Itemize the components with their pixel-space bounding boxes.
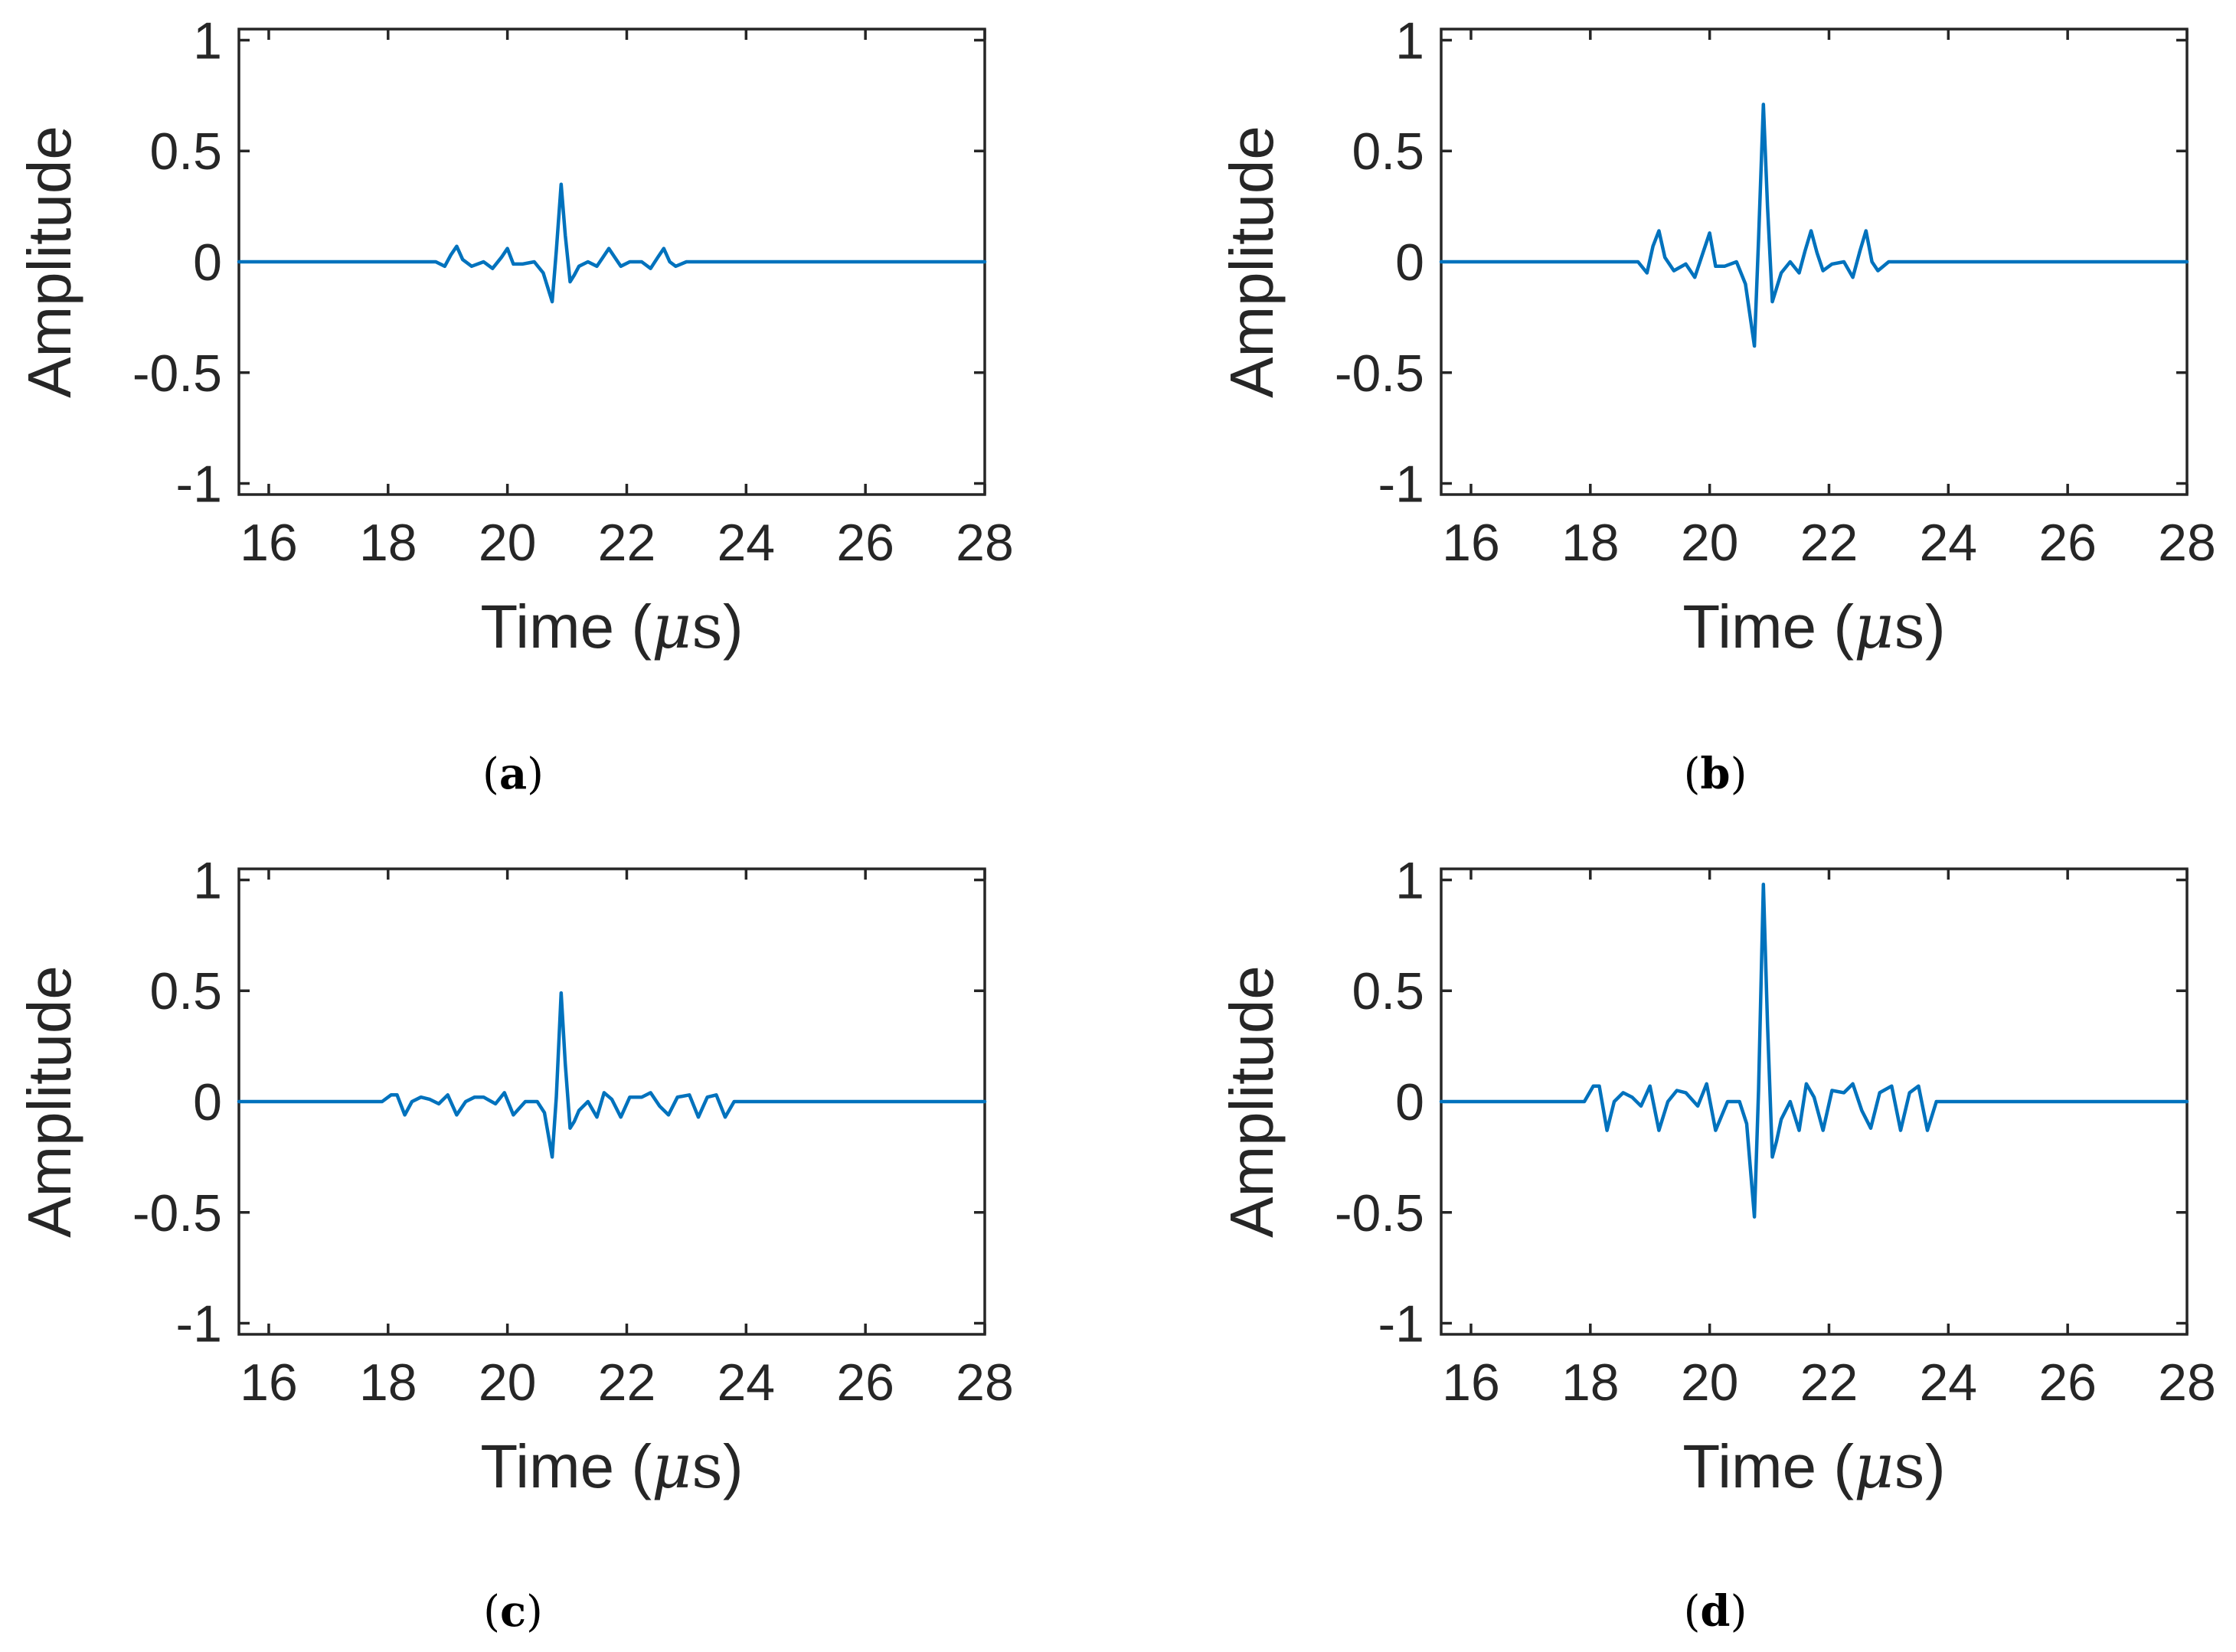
x-tick-label: 26 bbox=[2038, 514, 2097, 572]
y-tick-label: 1 bbox=[1395, 11, 1424, 70]
y-tick-label: -0.5 bbox=[132, 1184, 222, 1242]
x-tick-label: 20 bbox=[479, 514, 537, 572]
caption-close: ) bbox=[1731, 1587, 1747, 1637]
caption-open: ( bbox=[1684, 749, 1701, 799]
y-axis-label: Amplitude bbox=[15, 126, 83, 398]
x-tick-label: 24 bbox=[717, 1353, 775, 1412]
y-tick-label: 1 bbox=[1395, 851, 1424, 909]
x-tick-label: 20 bbox=[1681, 514, 1739, 572]
x-axis-label: Time (μs) bbox=[480, 591, 743, 662]
panel-caption: (b) bbox=[1684, 749, 1747, 799]
x-axis-unit-s: s bbox=[1894, 591, 1925, 662]
x-tick-label: 22 bbox=[1800, 514, 1858, 572]
y-tick-label: -1 bbox=[1378, 1295, 1424, 1353]
series-line-signal bbox=[237, 991, 987, 1159]
x-tick-label: 22 bbox=[1800, 1353, 1858, 1412]
y-axis-label: Amplitude bbox=[15, 965, 83, 1238]
x-axis-label: Time (μs) bbox=[480, 1431, 743, 1502]
x-tick-label: 16 bbox=[1442, 1353, 1500, 1412]
y-tick-label: -0.5 bbox=[1335, 344, 1424, 403]
x-axis-unit-mu: μ bbox=[652, 1431, 691, 1502]
caption-close: ) bbox=[526, 1587, 543, 1637]
y-tick-label: -1 bbox=[176, 455, 222, 514]
caption-letter: d bbox=[1700, 1586, 1730, 1637]
x-tick-label: 24 bbox=[1919, 514, 1977, 572]
y-tick-label: -1 bbox=[1378, 455, 1424, 514]
chart-panel-d: 16 18 20 22 24 26 28 1 0.5 0 -0.5 -1 Time (μs) Amplit… bbox=[1218, 851, 2216, 1637]
x-axis-unit-mu: μ bbox=[1854, 591, 1894, 662]
series-line-signal bbox=[237, 182, 987, 304]
x-tick-label: 22 bbox=[598, 1353, 656, 1412]
x-tick-label: 18 bbox=[1561, 1353, 1620, 1412]
x-tick-label: 24 bbox=[717, 514, 775, 572]
caption-open: ( bbox=[483, 1587, 500, 1637]
x-tick-label: 28 bbox=[2158, 1353, 2216, 1412]
caption-letter: c bbox=[500, 1586, 526, 1637]
x-axis-unit-mu: μ bbox=[652, 591, 691, 662]
y-tick-label: -1 bbox=[176, 1295, 222, 1353]
x-axis-label-close: ) bbox=[723, 593, 744, 661]
x-axis-label: Time (μs) bbox=[1682, 1431, 1945, 1502]
x-tick-label: 16 bbox=[240, 1353, 298, 1412]
x-tick-label: 18 bbox=[1561, 514, 1620, 572]
x-axis-label-close: ) bbox=[1925, 593, 1946, 661]
y-tick-label: 1 bbox=[193, 851, 222, 909]
y-tick-label: -0.5 bbox=[1335, 1184, 1424, 1242]
caption-letter: a bbox=[499, 749, 527, 799]
x-tick-label: 18 bbox=[359, 514, 417, 572]
x-tick-label: 16 bbox=[240, 514, 298, 572]
x-axis-unit-mu: μ bbox=[1854, 1431, 1894, 1502]
chart-panel-c: 16 18 20 22 24 26 28 1 0.5 0 -0.5 -1 Time (μs) Amplit… bbox=[15, 851, 1014, 1637]
chart-panel-a: 16 18 20 22 24 26 28 1 0.5 0 -0.5 -1 Time (μs) Amplit… bbox=[15, 11, 1014, 799]
x-tick-label: 28 bbox=[2158, 514, 2216, 572]
x-tick-label: 20 bbox=[1681, 1353, 1739, 1412]
caption-open: ( bbox=[1684, 1587, 1701, 1637]
x-axis-label-close: ) bbox=[723, 1432, 744, 1500]
x-tick-label: 26 bbox=[836, 514, 894, 572]
caption-close: ) bbox=[1731, 749, 1747, 799]
chart-panel-b: 16 18 20 22 24 26 28 1 0.5 0 -0.5 -1 Time (μs) Amplit… bbox=[1218, 11, 2216, 799]
y-tick-label: 0 bbox=[193, 1073, 222, 1131]
panel-caption: (c) bbox=[483, 1586, 543, 1637]
x-axis-label-text: Time ( bbox=[480, 1432, 652, 1500]
x-axis-label: Time (μs) bbox=[1682, 591, 1945, 662]
x-tick-label: 16 bbox=[1442, 514, 1500, 572]
series-line-signal bbox=[1439, 883, 2189, 1219]
x-axis-label-close: ) bbox=[1925, 1432, 1946, 1500]
x-axis-label-text: Time ( bbox=[1682, 1432, 1854, 1500]
x-tick-label: 26 bbox=[836, 1353, 894, 1412]
caption-letter: b bbox=[1700, 749, 1730, 799]
y-axis-label: Amplitude bbox=[1218, 965, 1286, 1238]
y-tick-label: 0 bbox=[193, 233, 222, 292]
y-tick-label: 0.5 bbox=[1352, 122, 1424, 181]
series-line-signal bbox=[1439, 103, 2189, 348]
y-tick-label: 1 bbox=[193, 11, 222, 70]
y-tick-label: 0 bbox=[1395, 233, 1424, 292]
x-tick-label: 24 bbox=[1919, 1353, 1977, 1412]
x-tick-label: 28 bbox=[956, 514, 1014, 572]
x-axis-unit-s: s bbox=[1894, 1431, 1925, 1502]
x-tick-label: 20 bbox=[479, 1353, 537, 1412]
y-tick-label: 0.5 bbox=[149, 962, 222, 1020]
x-tick-label: 22 bbox=[598, 514, 656, 572]
y-tick-label: -0.5 bbox=[132, 344, 222, 403]
x-axis-label-text: Time ( bbox=[1682, 593, 1854, 661]
x-axis-label-text: Time ( bbox=[480, 593, 652, 661]
caption-close: ) bbox=[527, 749, 544, 799]
y-tick-label: 0.5 bbox=[1352, 962, 1424, 1020]
y-tick-label: 0.5 bbox=[149, 122, 222, 181]
y-axis-label: Amplitude bbox=[1218, 126, 1286, 398]
x-tick-label: 28 bbox=[956, 1353, 1014, 1412]
x-tick-label: 26 bbox=[2038, 1353, 2097, 1412]
panel-caption: (d) bbox=[1684, 1586, 1747, 1637]
x-axis-unit-s: s bbox=[691, 1431, 723, 1502]
x-axis-unit-s: s bbox=[691, 591, 723, 662]
x-tick-label: 18 bbox=[359, 1353, 417, 1412]
caption-open: ( bbox=[482, 749, 499, 799]
y-tick-label: 0 bbox=[1395, 1073, 1424, 1131]
panel-caption: (a) bbox=[482, 749, 544, 799]
